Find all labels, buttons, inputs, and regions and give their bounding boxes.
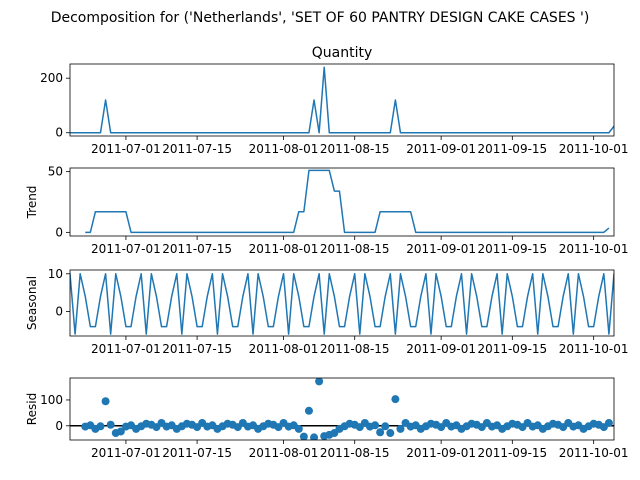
x-tick-label: 2011-09-15 — [477, 142, 547, 156]
panel-frame — [69, 63, 615, 137]
x-tick-label: 2011-08-01 — [249, 342, 319, 356]
x-tick-label: 2011-07-01 — [91, 446, 161, 460]
x-tick-label: 2011-10-01 — [559, 142, 629, 156]
resid-point — [106, 420, 115, 429]
x-tick-label: 2011-09-01 — [406, 446, 476, 460]
resid-point — [116, 427, 125, 436]
x-tick-label: 2011-07-15 — [162, 342, 232, 356]
x-tick-label: 2011-09-01 — [406, 342, 476, 356]
seasonal-series-line — [70, 273, 614, 335]
panel-data-layer — [85, 169, 610, 234]
x-tick-label: 2011-10-01 — [559, 446, 629, 460]
resid-point — [315, 378, 324, 386]
x-tick-label: 2011-08-15 — [320, 242, 390, 256]
y-tick-label: 50 — [48, 165, 63, 179]
x-tick-label: 2011-07-01 — [91, 242, 161, 256]
y-axis-label: Resid — [25, 393, 39, 425]
resid-point — [604, 418, 613, 427]
x-tick-label: 2011-07-15 — [162, 242, 232, 256]
panel-data-layer — [70, 378, 614, 440]
x-tick-label: 2011-08-01 — [249, 242, 319, 256]
x-tick-label: 2011-09-15 — [477, 342, 547, 356]
resid-point — [381, 422, 390, 431]
panel-title: Quantity — [312, 45, 373, 61]
y-tick-label: 0 — [55, 225, 63, 239]
resid-point — [396, 424, 405, 433]
panel-seasonal: 0 10 2011-07-01 2011-07-15 2011-08-01 2011-08… — [25, 267, 629, 356]
x-tick-label: 2011-08-01 — [249, 446, 319, 460]
x-tick-label: 2011-07-15 — [162, 446, 232, 460]
y-tick-label: 0 — [55, 304, 63, 318]
resid-point — [376, 428, 385, 437]
y-tick-label: 100 — [40, 393, 63, 407]
x-tick-label: 2011-09-01 — [406, 242, 476, 256]
resid-point — [391, 395, 400, 404]
x-tick-label: 2011-07-15 — [162, 142, 232, 156]
panel-data-layer — [70, 66, 614, 134]
trend-series-line — [85, 169, 610, 234]
y-tick-label: 200 — [40, 71, 63, 85]
observed-series-line — [70, 66, 614, 134]
panel-frame — [69, 269, 615, 337]
resid-point — [304, 406, 313, 415]
y-axis-label: Trend — [25, 186, 39, 220]
panel-trend: 0 50 2011-07-01 2011-07-15 2011-08-01 2011-08… — [25, 165, 629, 256]
x-tick-label: 2011-07-01 — [91, 142, 161, 156]
x-tick-label: 2011-08-15 — [320, 342, 390, 356]
x-tick-label: 2011-10-01 — [559, 342, 629, 356]
x-tick-label: 2011-09-15 — [477, 242, 547, 256]
y-tick-label: 0 — [55, 126, 63, 140]
resid-point — [299, 432, 308, 440]
x-tick-label: 2011-08-15 — [320, 142, 390, 156]
panel-frame — [69, 167, 615, 237]
x-tick-label: 2011-08-15 — [320, 446, 390, 460]
x-tick-label: 2011-08-01 — [249, 142, 319, 156]
resid-point — [101, 397, 110, 406]
panel-frame — [69, 377, 615, 441]
y-tick-label: 0 — [55, 419, 63, 433]
figure-suptitle: Decomposition for ('Netherlands', 'SET O… — [51, 10, 590, 26]
resid-point — [371, 421, 380, 430]
x-tick-label: 2011-09-15 — [477, 446, 547, 460]
resid-point — [386, 429, 395, 438]
x-tick-label: 2011-10-01 — [559, 242, 629, 256]
y-tick-label: 10 — [48, 267, 63, 281]
panel-data-layer — [70, 273, 614, 335]
y-axis-label: Seasonal — [25, 276, 39, 330]
resid-point — [294, 424, 303, 433]
x-tick-label: 2011-09-01 — [406, 142, 476, 156]
resid-point — [310, 433, 319, 440]
x-tick-label: 2011-07-01 — [91, 342, 161, 356]
resid-point — [96, 422, 105, 431]
